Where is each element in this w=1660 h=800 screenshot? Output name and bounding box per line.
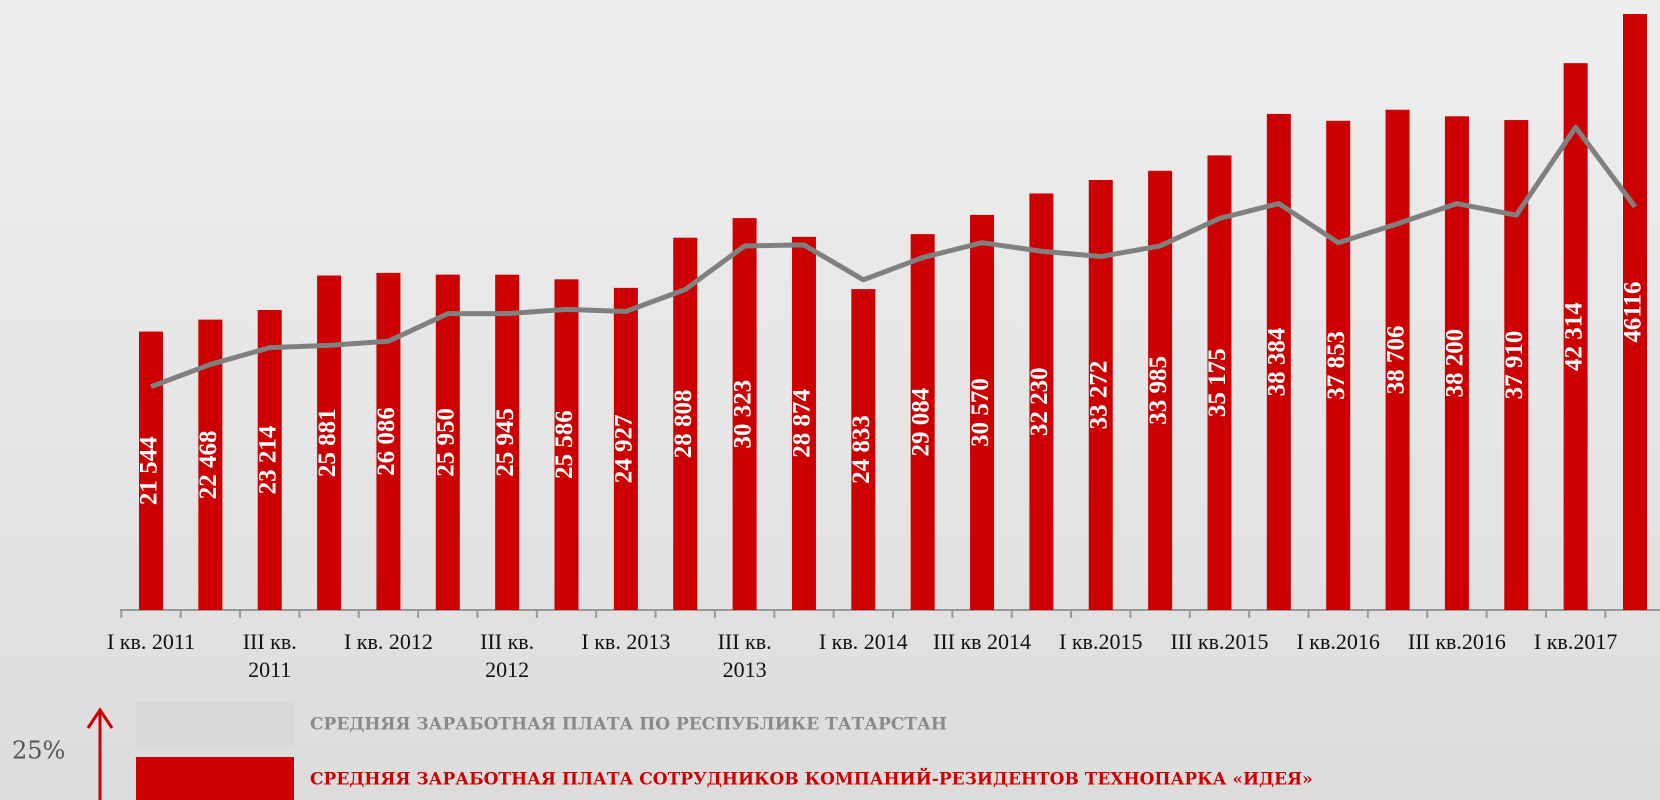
value-label: 38 200: [1442, 329, 1469, 398]
x-tick-label: I кв. 2013: [561, 628, 691, 656]
x-tick-label: I кв.2017: [1511, 628, 1641, 656]
x-tick-label: I кв. 2012: [323, 628, 453, 656]
value-label: 24 833: [848, 415, 875, 484]
value-label: 38 706: [1382, 326, 1409, 395]
page: 21 544 22 468 23 214 25 881 26 086 25 950 25 9…: [0, 0, 1660, 800]
x-tick-label: III кв. 2012: [442, 628, 572, 684]
value-label: 25 950: [433, 408, 460, 477]
value-label: 28 808: [670, 389, 697, 458]
value-label: 23 214: [254, 425, 281, 494]
value-label: 28 874: [789, 389, 816, 458]
legend-label: СРЕДНЯЯ ЗАРАБОТНАЯ ПЛАТА ПО РЕСПУБЛИКЕ Т…: [310, 715, 947, 735]
value-label: 25 586: [551, 410, 578, 479]
value-label: 30 570: [967, 378, 994, 447]
x-tick-label: I кв.2016: [1273, 628, 1403, 656]
legend-label: СРЕДНЯЯ ЗАРАБОТНАЯ ПЛАТА СОТРУДНИКОВ КОМ…: [310, 768, 1313, 790]
line: [151, 127, 1635, 386]
value-label: 33 272: [1085, 361, 1112, 430]
legend-swatch: [136, 702, 294, 748]
value-label: 32 230: [1026, 367, 1053, 436]
value-label: 25 881: [314, 408, 341, 477]
x-tick-label: III кв. 2011: [205, 628, 335, 684]
legend-swatch: [136, 757, 294, 800]
value-label: 26 086: [373, 407, 400, 476]
x-tick-label: III кв.2016: [1392, 628, 1522, 656]
x-tick-label: III кв.2015: [1154, 628, 1284, 656]
value-label: 24 927: [611, 415, 638, 484]
x-tick-label: III кв. 2013: [680, 628, 810, 684]
value-label: 21 544: [136, 436, 163, 505]
value-label: 25 945: [492, 408, 519, 477]
x-tick-label: I кв. 2011: [86, 628, 216, 656]
value-label: 42 314: [1560, 302, 1587, 371]
value-label: 29 084: [907, 387, 934, 456]
value-label: 35 175: [1204, 348, 1231, 417]
value-label: 30 323: [729, 380, 756, 449]
value-label: 46116: [1620, 281, 1647, 342]
x-tick-label: I кв. 2014: [798, 628, 928, 656]
value-label: 37 910: [1501, 331, 1528, 400]
value-label: 37 853: [1323, 331, 1350, 400]
annotation: 25%: [12, 737, 65, 765]
value-label: 38 384: [1264, 327, 1291, 396]
value-label: 33 985: [1145, 356, 1172, 425]
x-tick-label: III кв 2014: [917, 628, 1047, 656]
x-tick-label: I кв.2015: [1036, 628, 1166, 656]
value-label: 22 468: [195, 430, 222, 499]
